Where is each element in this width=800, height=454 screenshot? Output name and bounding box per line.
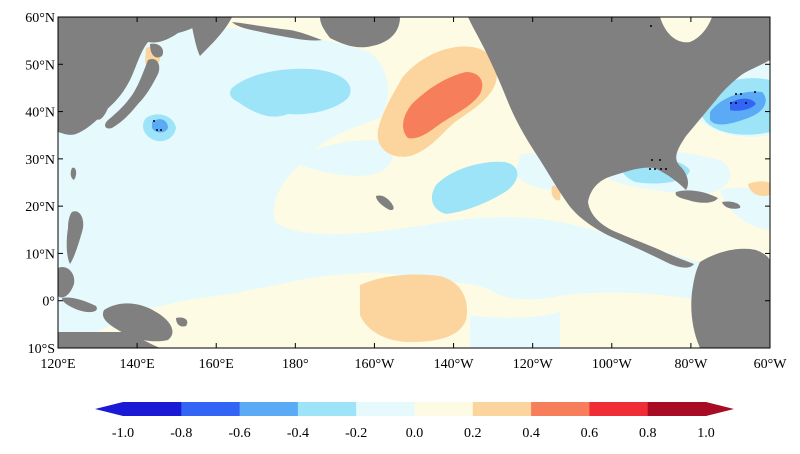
south-america (691, 248, 770, 348)
colorbar-swatch (123, 402, 182, 416)
aleutian-islands (232, 22, 322, 41)
stipple-dot (651, 159, 653, 161)
lat-tick-label: 60°N (25, 11, 55, 26)
stipple-dot (153, 120, 155, 122)
colorbar-tick-label: -0.6 (229, 426, 251, 441)
colorbar-tick-label: 1.0 (697, 426, 715, 441)
stipple-dot (649, 168, 651, 170)
colorbar: -1.0 -0.8 -0.6 -0.4 -0.2 0.0 0.2 0.4 0.6 0.8 1.0 (95, 402, 734, 441)
lat-tick-label: 10°N (25, 247, 55, 262)
lon-tick-label: 160°E (199, 357, 234, 372)
colorbar-swatch (589, 402, 649, 416)
stipple-dot (745, 102, 747, 104)
indonesia-borneo (58, 266, 75, 298)
philippines (66, 211, 84, 264)
lon-tick-label: 140°E (120, 357, 155, 372)
colorbar-tick-label: 0.0 (406, 426, 424, 441)
stipple-dot (660, 168, 662, 170)
colorbar-extend-min (95, 402, 123, 416)
lon-tick-label: 160°W (355, 357, 396, 372)
korea-peninsula (91, 87, 109, 120)
stipple-dot (160, 129, 162, 131)
stipple-dot (740, 93, 742, 95)
stipple-dot (730, 102, 732, 104)
north-america (468, 17, 770, 268)
lon-tick-label: 120°W (513, 357, 554, 372)
japan-islands (105, 58, 160, 129)
colorbar-swatch (647, 402, 707, 416)
longitude-axis: 120°E 140°E 160°E 180° 160°W 140°W 120°W 100°W 8… (40, 17, 787, 372)
colorbar-swatch (239, 402, 299, 416)
taiwan (70, 167, 77, 180)
colorbar-tick-label: 0.6 (581, 426, 599, 441)
anomaly-fill-salmon (403, 72, 483, 139)
lat-tick-label: 40°N (25, 106, 55, 121)
lon-tick-label: 60°W (754, 357, 788, 372)
colorbar-swatch (414, 402, 474, 416)
map-plot-area (58, 17, 770, 348)
solomon-islands (176, 317, 188, 327)
kamchatka (190, 17, 232, 56)
lon-tick-label: 180° (282, 357, 309, 372)
indonesia-islands (62, 297, 97, 313)
colorbar-tick-label: -1.0 (112, 426, 134, 441)
land-masses (58, 17, 770, 348)
lat-tick-label: 30°N (25, 153, 55, 168)
latitude-axis: 60°N 50°N 40°N 30°N 20°N 10°N 0° 10°S (25, 11, 770, 357)
colorbar-swatch (181, 402, 241, 416)
colorbar-tick-label: 0.8 (639, 426, 657, 441)
stipple-dot (659, 159, 661, 161)
stipple-dot (754, 91, 756, 93)
hawaii (376, 195, 394, 211)
stipple-dot (654, 168, 656, 170)
anomaly-fill-dark-blue (730, 98, 756, 111)
lat-tick-label: 0° (42, 295, 55, 310)
japan-hokkaido (150, 43, 164, 58)
alaska (320, 17, 400, 48)
colorbar-tick-label: 0.2 (464, 426, 482, 441)
hudson-bay-water (660, 17, 712, 43)
colorbar-swatch (297, 402, 357, 416)
colorbar-tick-label: -0.4 (287, 426, 309, 441)
lon-tick-label: 140°W (434, 357, 475, 372)
stipple-dot (650, 25, 652, 27)
colorbar-tick-label: 0.4 (522, 426, 540, 441)
colorbar-swatch (356, 402, 415, 416)
colorbar-swatch (472, 402, 532, 416)
colorbar-tick-label: -0.2 (345, 426, 367, 441)
colorbar-swatch (531, 402, 590, 416)
stipple-dot (665, 168, 667, 170)
colorbar-tick-label: -0.8 (170, 426, 192, 441)
cuba (675, 190, 718, 203)
colorbar-extend-max (706, 402, 734, 416)
lat-tick-label: 20°N (25, 200, 55, 215)
stipple-dot (735, 93, 737, 95)
australia (58, 332, 160, 348)
significance-stippling (153, 25, 756, 170)
lon-tick-label: 80°W (674, 357, 708, 372)
lat-tick-label: 10°S (28, 342, 55, 357)
stipple-dot (735, 102, 737, 104)
new-guinea (102, 303, 173, 342)
lon-tick-label: 100°W (592, 357, 633, 372)
lat-tick-label: 50°N (25, 58, 55, 73)
hispaniola (722, 201, 741, 209)
map-frame (57, 16, 771, 349)
lon-tick-label: 120°E (40, 357, 75, 372)
stipple-dot (156, 129, 158, 131)
